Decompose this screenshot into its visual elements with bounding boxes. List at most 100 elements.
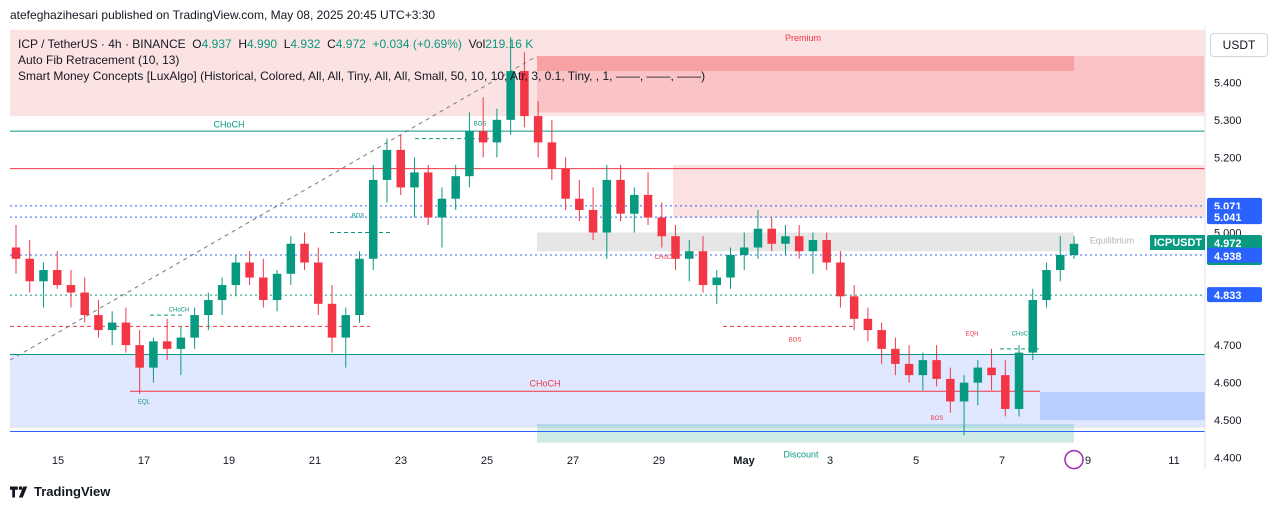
x-tick-label: 3 <box>827 455 833 467</box>
x-tick-label: 21 <box>309 455 321 467</box>
candle-body <box>451 176 460 199</box>
bos-label: BOS <box>931 416 944 422</box>
candle-body <box>849 296 859 319</box>
candle-body <box>822 239 831 263</box>
legend-close-label: C <box>327 37 336 51</box>
candle-body <box>520 71 529 117</box>
choch-label: CHoCH <box>169 307 190 313</box>
candle-body <box>135 345 144 368</box>
supply-block-top <box>537 56 1074 72</box>
candle-body <box>327 303 337 338</box>
legend-vol-label: Vol <box>468 37 486 51</box>
equilibrium-label: Equilibrium <box>1090 236 1135 246</box>
structure-labels: Premium Discount Equilibrium CHoCH BOS BOS CHo… <box>138 33 1135 470</box>
candle-body <box>904 363 914 376</box>
candle-body <box>437 198 447 218</box>
candle-body <box>286 243 296 274</box>
x-tick-label: 23 <box>395 455 407 467</box>
level-lines <box>9 55 1205 432</box>
candle-body <box>52 270 62 286</box>
candle-body <box>987 367 996 376</box>
price-axis: 5.5005.4005.3005.2005.0004.7004.6004.500… <box>1150 26 1262 469</box>
candle-body <box>794 236 804 252</box>
choch-label: CHoCH <box>655 255 676 261</box>
legend-high: 4.990 <box>247 37 278 51</box>
choch-label: CHoCH <box>529 378 560 388</box>
bos-label: BOS <box>789 337 802 343</box>
candle-body <box>121 322 131 346</box>
legend-open-label: O <box>192 37 202 51</box>
candle-body <box>630 194 639 214</box>
symbol-tag-label: ICPUSDT <box>1154 237 1203 249</box>
currency-button[interactable]: USDT <box>1210 33 1268 57</box>
candle-body <box>1028 300 1038 353</box>
price-tag-label: 4.938 <box>1214 251 1242 263</box>
time-axis: 15 17 19 21 23 25 27 29 May 3 5 7 9 11 <box>52 455 1180 467</box>
candle-body <box>272 273 282 301</box>
candle-body <box>176 337 186 349</box>
candle-body <box>410 172 419 188</box>
candle-body <box>808 239 818 252</box>
candle-body <box>1042 270 1051 301</box>
candle-body <box>602 179 612 233</box>
candle-body <box>368 179 378 259</box>
candle-body <box>300 243 309 263</box>
bos-label: BOS <box>474 121 487 127</box>
candle-body <box>204 300 213 316</box>
premium-label: Premium <box>785 33 821 43</box>
candle-body <box>698 251 708 286</box>
equilibrium-zone <box>537 232 1074 252</box>
candles <box>11 37 1079 436</box>
footer-brand: TradingView <box>34 484 111 499</box>
candle-body <box>11 247 21 259</box>
price-tag-label: 5.041 <box>1214 212 1242 224</box>
candle-body <box>671 236 680 259</box>
legend-indicator-smc[interactable]: Smart Money Concepts [LuxAlgo] (Historic… <box>18 69 706 83</box>
candle-body <box>39 270 48 282</box>
symbol-tag <box>1150 234 1205 250</box>
x-tick-label: 5 <box>913 455 919 467</box>
candle-body <box>616 179 625 214</box>
candle-body <box>973 367 983 383</box>
candlestick-chart[interactable]: Premium Discount Equilibrium CHoCH BOS BOS CHo… <box>0 26 1281 481</box>
legend-symbol[interactable]: ICP / TetherUS · 4h · BINANCE <box>18 37 186 51</box>
candle-body <box>25 258 34 282</box>
candle-body <box>643 194 653 218</box>
legend-open: 4.937 <box>201 37 232 51</box>
eql-label: EQL <box>138 399 151 405</box>
candle-body <box>341 315 351 338</box>
candle-body <box>863 318 873 331</box>
candle-body <box>217 285 227 301</box>
supply-block-mid <box>673 164 1205 218</box>
candle-body <box>1014 352 1024 409</box>
supply-block <box>537 56 1204 113</box>
price-tag-label: 4.972 <box>1214 238 1242 250</box>
legend-high-label: H <box>238 37 248 51</box>
candle-body <box>877 330 886 349</box>
tradingview-footer[interactable]: TradingView <box>10 484 110 499</box>
y-tick-label: 4.500 <box>1214 415 1242 427</box>
y-tick-label: 4.400 <box>1214 453 1242 465</box>
candle-body <box>94 315 103 331</box>
candle-body <box>149 341 158 368</box>
fib-trend-line <box>9 55 538 361</box>
candle-body <box>932 360 941 379</box>
x-tick-label: 15 <box>52 455 64 467</box>
candle-body <box>506 71 515 120</box>
candle-body <box>382 149 392 180</box>
candle-body <box>245 262 254 278</box>
candle-body <box>162 341 172 349</box>
publisher-line: atefeghazihesari published on TradingVie… <box>10 8 436 22</box>
legend-indicator-fib[interactable]: Auto Fib Retracement (10, 13) <box>18 53 180 67</box>
candle-body <box>685 251 694 259</box>
candle-body <box>891 348 900 364</box>
demand-block <box>537 423 1074 443</box>
tradingview-logo-icon <box>10 485 28 498</box>
candle-body <box>946 378 955 402</box>
demand-block-right <box>1040 392 1205 421</box>
x-tick-label: 7 <box>999 455 1005 467</box>
y-tick-label: 5.200 <box>1214 152 1242 164</box>
candle-body <box>767 228 776 244</box>
candle-body <box>918 360 928 376</box>
candle-body <box>66 285 76 293</box>
